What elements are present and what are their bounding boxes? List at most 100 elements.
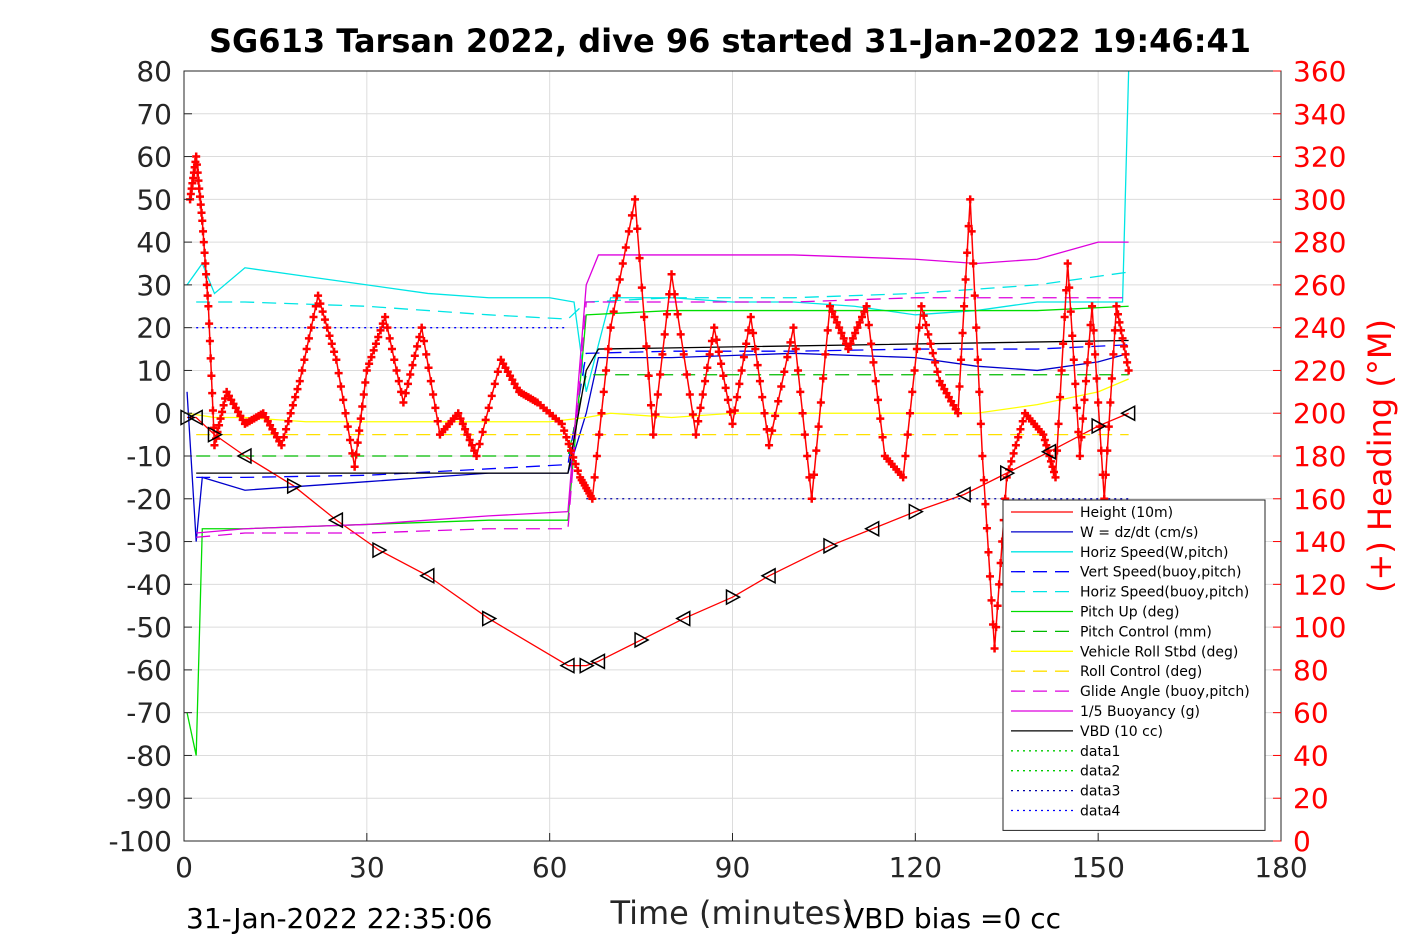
heading-point xyxy=(931,358,940,367)
heading-point xyxy=(1085,339,1094,348)
heading-point xyxy=(433,417,442,426)
heading-point xyxy=(1056,393,1065,402)
heading-point xyxy=(197,208,206,217)
heading-point xyxy=(604,345,613,354)
heading-point xyxy=(352,450,361,459)
heading-point xyxy=(1121,350,1130,359)
legend-label: Pitch Control (mm) xyxy=(1080,624,1212,640)
depth-marker xyxy=(589,653,606,670)
heading-point xyxy=(602,366,611,375)
heading-point xyxy=(512,383,521,392)
depth-marker xyxy=(864,520,880,537)
heading-point xyxy=(721,383,730,392)
heading-point xyxy=(928,349,937,358)
heading-point xyxy=(606,323,615,332)
heading-point xyxy=(730,406,739,415)
heading-point xyxy=(1094,398,1103,407)
heading-point xyxy=(394,377,403,386)
heading-point xyxy=(1104,422,1113,431)
depth-marker xyxy=(760,567,776,585)
heading-point xyxy=(1123,358,1132,367)
heading-point xyxy=(1053,446,1062,455)
y-right-tick-label: 280 xyxy=(1293,226,1346,259)
heading-point xyxy=(615,275,624,284)
heading-point xyxy=(397,387,406,396)
legend-label: Pitch Up (deg) xyxy=(1080,605,1179,621)
heading-point xyxy=(358,402,367,411)
heading-point xyxy=(926,339,935,348)
heading-point xyxy=(318,307,327,316)
heading-point xyxy=(490,379,499,388)
heading-point xyxy=(760,409,769,418)
heading-point xyxy=(984,548,993,557)
heading-point xyxy=(1063,259,1072,268)
heading-point xyxy=(1018,417,1027,426)
heading-point xyxy=(951,405,960,414)
y-right-tick-label: 120 xyxy=(1293,568,1346,601)
depth-marker xyxy=(559,657,575,674)
heading-point xyxy=(1051,473,1060,482)
heading-point xyxy=(336,382,345,391)
heading-point xyxy=(755,377,764,386)
y-right-tick-label: 0 xyxy=(1293,825,1311,858)
depth-marker xyxy=(187,409,203,426)
heading-point xyxy=(633,224,642,233)
heading-point xyxy=(194,176,203,185)
heading-point xyxy=(277,441,286,450)
y-right-tick-label: 220 xyxy=(1293,354,1346,387)
heading-point xyxy=(973,355,982,364)
heading-point xyxy=(967,227,976,236)
axis-ticks: 0 30 60 90 120 150 18080706050403020100-10-20-… xyxy=(108,55,1346,884)
x-tick-label: 150 xyxy=(1071,851,1124,884)
heading-point xyxy=(717,359,726,368)
heading-point xyxy=(1069,355,1078,364)
heading-point xyxy=(903,430,912,439)
heading-point xyxy=(573,466,582,475)
heading-point xyxy=(465,435,474,444)
series-layer xyxy=(186,70,1130,756)
legend-label: Glide Angle (buoy,pitch) xyxy=(1080,684,1250,700)
heading-point xyxy=(969,259,978,268)
heading-point xyxy=(1124,366,1133,375)
heading-point xyxy=(1040,435,1049,444)
heading-point xyxy=(823,326,832,335)
heading-point xyxy=(821,350,830,359)
heading-point xyxy=(723,395,732,404)
heading-point xyxy=(334,369,343,378)
series-line-pitch-up-deg xyxy=(186,305,1129,756)
heading-point xyxy=(964,222,973,231)
heading-point xyxy=(413,342,422,351)
heading-point xyxy=(758,393,767,402)
heading-point xyxy=(812,446,821,455)
heading-point xyxy=(1080,395,1089,404)
heading-point xyxy=(422,350,431,359)
heading-point xyxy=(1066,307,1075,316)
heading-point xyxy=(1059,339,1068,348)
x-tick-label: 30 xyxy=(349,851,385,884)
heading-point xyxy=(714,347,723,356)
heading-point xyxy=(1118,334,1127,343)
heading-point xyxy=(592,452,601,460)
y-left-tick-label: -30 xyxy=(126,526,172,559)
heading-point xyxy=(853,323,862,332)
heading-point xyxy=(199,238,208,247)
heading-point xyxy=(195,184,204,193)
heading-point xyxy=(826,302,835,311)
heading-point xyxy=(670,290,679,299)
heading-point xyxy=(658,350,667,359)
heading-point xyxy=(236,411,245,420)
heading-point xyxy=(467,441,476,450)
heading-point xyxy=(202,280,211,289)
heading-point xyxy=(789,323,798,332)
heading-point xyxy=(1091,350,1100,359)
heading-point xyxy=(259,409,268,418)
heading-point xyxy=(955,382,964,391)
heading-point xyxy=(399,398,408,407)
heading-point xyxy=(286,409,295,418)
heading-point xyxy=(921,320,930,329)
heading-point xyxy=(796,387,805,396)
footer-timestamp: 31-Jan-2022 22:35:06 xyxy=(186,902,492,935)
heading-point xyxy=(1071,379,1080,388)
heading-point xyxy=(707,337,716,346)
depth-marker xyxy=(286,477,303,495)
